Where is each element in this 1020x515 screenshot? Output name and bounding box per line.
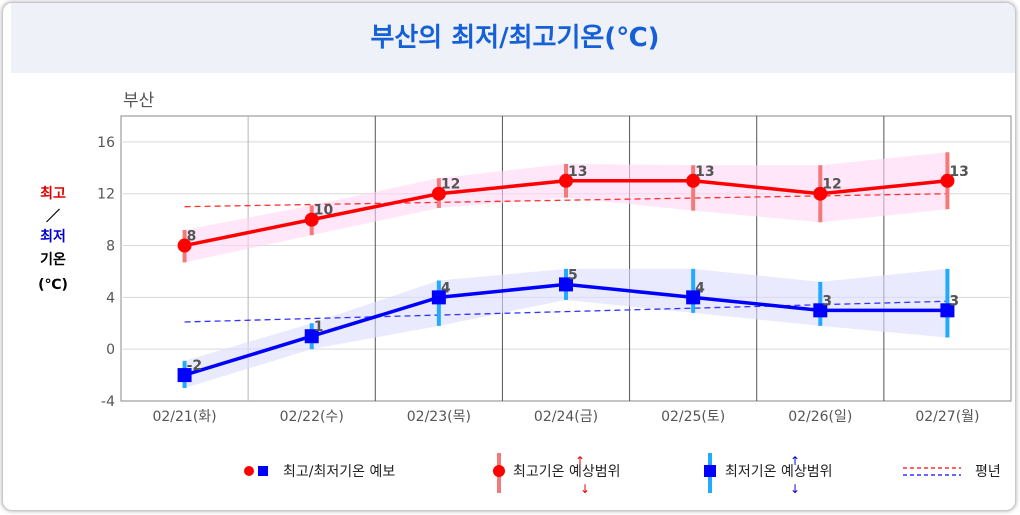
temperature-chart: 8 10 12 13 13 12 13 -2 1 4 5 4 3 3 -4 0 4 8 12 16 02/21(화) 0… [38,91,1012,496]
legend-marker [258,466,268,476]
data-point [177,238,192,253]
x-tick-label: 02/22(수) [280,409,344,425]
legend-down-arrow: ↓ [580,482,590,496]
x-tick-label: 02/21(화) [152,409,216,425]
legend-label: 평년 [975,464,1001,480]
data-label: 8 [187,229,197,245]
data-point [813,303,828,318]
legend-up-arrow: ↑ [575,454,585,468]
data-point [177,368,192,383]
x-tick-label: 02/24(금) [534,409,598,425]
data-label: 13 [568,164,587,180]
data-point [940,303,955,318]
data-label: 13 [695,164,714,180]
data-point [431,290,446,305]
y-axis-label-part: (℃) [38,277,68,293]
legend-down-arrow: ↓ [790,482,800,496]
data-label: 10 [314,203,334,219]
range-bands [184,152,948,389]
y-tick-label: 12 [97,187,115,203]
legend-label: 최저기온 예상범위 [725,464,833,480]
legend-marker [493,465,505,477]
axes: -4 0 4 8 12 16 02/21(화) 02/22(수) 02/23(목) 02/24(금… [97,135,979,425]
legend-marker [244,466,254,476]
legend-label: 최고기온 예상범위 [513,464,621,480]
y-tick-label: 8 [106,239,115,255]
x-tick-label: 02/26(일) [788,409,852,425]
data-point [559,173,573,188]
data-label: 5 [568,267,578,283]
y-axis-label: 최고 ／ 최저기온 (℃) [38,186,68,293]
legend-label: 최고/최저기온 예보 [283,464,395,480]
y-tick-label: 0 [106,342,115,358]
series-layer: 8 10 12 13 13 12 13 -2 1 4 5 4 3 3 [177,152,969,389]
data-label: 13 [949,164,968,180]
y-tick-label: 4 [106,290,115,306]
range-band-min [184,268,948,389]
legend[interactable]: 최고/최저기온 예보 최고기온 예상범위↑↓최저기온 예상범위↑↓평년 [244,453,1001,496]
data-point [940,173,955,188]
x-tick-label: 02/23(목) [407,409,471,425]
page-title: 부산의 최저/최고기온(℃) [370,23,660,53]
legend-up-arrow: ↑ [790,454,800,468]
data-point [686,173,701,188]
data-label: 12 [822,177,841,193]
x-tick-label: 02/25(토) [661,409,725,425]
y-tick-label: -4 [101,394,115,410]
data-point [304,329,319,344]
data-label: 4 [441,280,451,296]
data-point [304,212,319,227]
data-label: 1 [314,319,324,335]
data-label: 3 [822,293,832,309]
location-label: 부산 [123,91,155,111]
data-label: 4 [695,280,705,296]
title-bar: 부산의 최저/최고기온(℃) [11,3,1015,73]
x-tick-label: 02/27(월) [915,409,979,425]
y-tick-label: 16 [97,135,115,151]
data-point [559,277,573,292]
data-point [813,186,828,201]
data-label: 12 [441,177,460,193]
legend-marker [704,465,716,477]
y-axis-label-part: 기온 [40,252,66,268]
y-axis-label-part: 최저 [40,229,66,245]
y-axis-label-part: ／ [46,209,60,225]
range-band-max [184,152,948,263]
data-label: -2 [187,358,203,374]
data-point [686,290,701,305]
data-label: 3 [949,293,959,309]
y-axis-label-part: 최고 [40,186,66,202]
data-point [431,186,446,201]
